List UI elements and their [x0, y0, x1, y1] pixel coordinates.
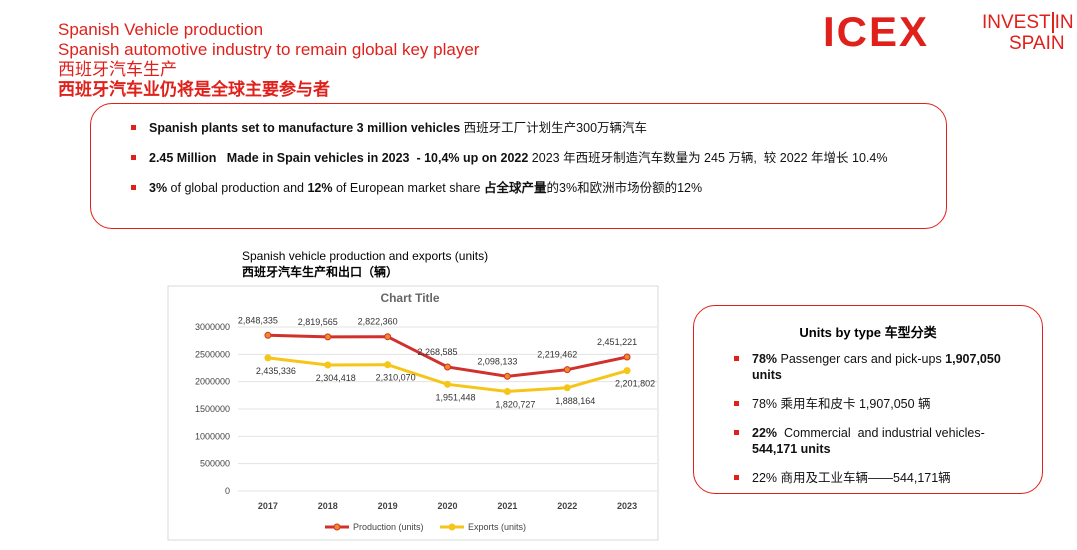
point	[444, 363, 451, 371]
y-tick-label: 2000000	[195, 377, 230, 387]
y-tick-label: 1500000	[195, 404, 230, 414]
value-label: 2,822,360	[358, 317, 398, 327]
header: Spanish Vehicle production Spanish autom…	[58, 20, 479, 100]
point	[563, 384, 571, 392]
bullet-text: 544,171 units	[752, 442, 831, 456]
title-zh: 西班牙汽车生产	[58, 60, 177, 79]
point	[623, 367, 631, 375]
bullet-text: 2023 年西班牙制造汽车数量为 245 万辆, 较 2022 年增长 10.4…	[528, 151, 888, 165]
bullet-text: 2.45 Million Made in Spain vehicles in 2…	[149, 151, 529, 165]
legend-marker	[333, 523, 341, 531]
y-tick-label: 1000000	[195, 431, 230, 441]
bullet-text: 12%	[307, 181, 333, 195]
x-tick-label: 2017	[258, 501, 278, 511]
value-label: 2,304,418	[316, 373, 356, 383]
x-tick-label: 2023	[617, 501, 637, 511]
value-label: 2,310,070	[376, 373, 416, 383]
point	[384, 361, 392, 369]
bullet: 22% Commercial and industrial vehicles- 5…	[734, 425, 1024, 457]
legend-label: Exports (units)	[468, 522, 526, 532]
value-label: 2,201,802	[615, 379, 655, 389]
chart: Spanish vehicle production and exports (…	[167, 250, 659, 541]
title-en: Spanish Vehicle production	[58, 20, 264, 39]
chart-inner-title: Chart Title	[380, 291, 439, 305]
y-tick-label: 500000	[200, 459, 230, 469]
highlights-box: Spanish plants set to manufacture 3 mill…	[90, 103, 947, 229]
units-title: Units by type 车型分类	[799, 325, 937, 340]
bullet-text: 22% 商用及工业车辆——544,171辆	[752, 471, 951, 485]
value-label: 2,451,221	[597, 337, 637, 347]
bullet-text: 78%	[752, 352, 778, 366]
value-label: 2,435,336	[256, 366, 296, 376]
value-label: 1,820,727	[495, 399, 535, 409]
point	[503, 387, 511, 395]
x-tick-label: 2019	[378, 501, 398, 511]
point	[264, 331, 272, 339]
bullet-text: 1,907,050 units	[752, 352, 1005, 382]
point	[444, 380, 451, 388]
bullet-text: 占全球产量	[483, 181, 547, 195]
point	[563, 366, 571, 374]
bullet-text: of European market share	[332, 181, 484, 195]
point	[623, 353, 631, 361]
point	[324, 333, 332, 341]
logo-text: SPAIN	[1009, 33, 1065, 54]
legend-label: Production (units)	[353, 522, 424, 532]
units-box: Units by type 车型分类 78% Passenger cars an…	[693, 305, 1043, 494]
bullet: 78% Passenger cars and pick-ups 1,907,05…	[734, 351, 1024, 383]
plot-frame	[167, 285, 659, 541]
y-tick-label: 3000000	[195, 322, 230, 332]
bullet: 22% 商用及工业车辆——544,171辆	[734, 470, 1024, 486]
legend-marker	[448, 523, 456, 531]
value-label: 2,098,133	[477, 356, 517, 366]
x-tick-label: 2021	[497, 501, 517, 511]
value-label: 1,888,164	[555, 396, 595, 406]
bullet-text: Commercial and industrial vehicles-	[777, 426, 985, 440]
bullet-text: of global production and	[167, 181, 308, 195]
bullet-text: 西班牙工厂计划生产300万辆汽车	[460, 121, 648, 135]
bullet-text: 3%	[149, 181, 168, 195]
point	[324, 361, 332, 369]
subtitle-en: Spanish automotive industry to remain gl…	[58, 40, 480, 59]
bullet: 2.45 Million Made in Spain vehicles in 2…	[131, 150, 946, 166]
logo-text: INVEST	[982, 12, 1051, 33]
bullet-text: Passenger cars and pick-ups	[777, 352, 946, 366]
bullet: 78% 乘用车和皮卡 1,907,050 辆	[734, 396, 1024, 412]
point	[384, 333, 392, 341]
point	[503, 372, 511, 380]
bullet-text: Spanish plants set to manufacture 3 mill…	[149, 121, 461, 135]
icex-logo: ICEX	[823, 8, 930, 55]
subtitle-zh: 西班牙汽车业仍将是全球主要参与者	[58, 80, 330, 99]
chart-subtitle: 西班牙汽车生产和出口（辆）	[242, 264, 398, 279]
invest-logo: INVEST IN SPAIN	[982, 12, 1074, 54]
bullet: 3% of global production and 12% of Europ…	[131, 180, 946, 196]
value-label: 2,848,335	[238, 315, 278, 325]
logo-text: IN	[1051, 12, 1074, 33]
y-tick-label: 0	[225, 486, 230, 496]
bullet: Spanish plants set to manufacture 3 mill…	[131, 120, 946, 136]
bullet-text: 22%	[752, 426, 778, 440]
value-label: 2,219,462	[537, 350, 577, 360]
bullet-text: 78% 乘用车和皮卡 1,907,050 辆	[752, 397, 931, 411]
x-tick-label: 2020	[437, 501, 457, 511]
y-tick-label: 2500000	[195, 349, 230, 359]
x-tick-label: 2018	[318, 501, 338, 511]
chart-title: Spanish vehicle production and exports (…	[242, 250, 488, 263]
value-label: 2,819,565	[298, 317, 338, 327]
bullet-text: 的3%和欧洲市场份额的12%	[546, 181, 703, 195]
value-label: 2,268,585	[417, 347, 457, 357]
point	[264, 354, 272, 362]
x-tick-label: 2022	[557, 501, 577, 511]
value-label: 1,951,448	[435, 392, 475, 402]
